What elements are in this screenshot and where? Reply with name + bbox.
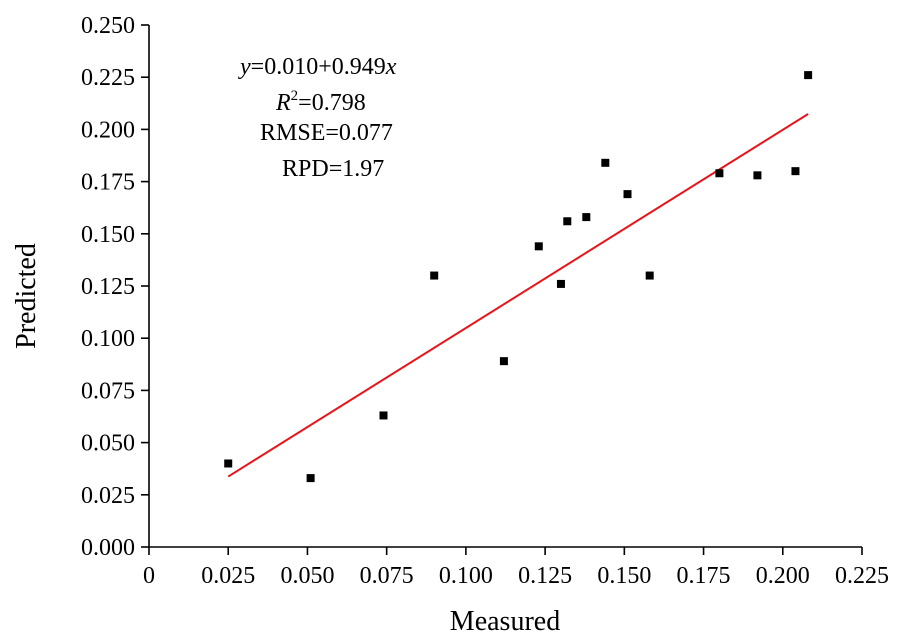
data-point — [582, 213, 591, 222]
y-tick-label: 0.200 — [81, 117, 135, 143]
y-tick-label: 0.225 — [81, 65, 135, 91]
x-tick-label: 0.175 — [677, 563, 731, 589]
data-point — [645, 271, 654, 280]
y-tick-label: 0.000 — [81, 535, 135, 561]
data-point — [499, 357, 508, 366]
r2-annotation: R2=0.798 — [275, 88, 366, 116]
y-tick-label: 0.025 — [81, 483, 135, 509]
y-tick-label: 0.075 — [81, 378, 135, 404]
y-tick-label: 0.250 — [81, 13, 135, 39]
data-point — [534, 242, 543, 251]
y-tick-label: 0.150 — [81, 222, 135, 248]
data-point — [430, 271, 439, 280]
rmse-annotation: RMSE=0.077 — [260, 120, 393, 146]
data-point — [791, 167, 800, 176]
x-tick-label: 0.075 — [360, 563, 414, 589]
data-point — [623, 190, 632, 199]
data-points — [224, 71, 813, 483]
y-tick-label: 0.125 — [81, 274, 135, 300]
x-tick-label: 0.025 — [201, 563, 255, 589]
fit-statistics: y=0.010+0.949x R2=0.798 RMSE=0.077 RPD=1… — [238, 54, 397, 182]
x-axis-ticks: 0 0.025 0.050 0.075 0.100 0.125 0.150 0.175 0.20… — [143, 547, 889, 589]
y-axis-ticks: 0.000 0.025 0.050 0.075 0.100 0.125 0.150 0.175… — [81, 13, 149, 561]
x-tick-label: 0.150 — [597, 563, 651, 589]
x-tick-label: 0.050 — [280, 563, 334, 589]
r2-symbol: R — [275, 90, 291, 116]
x-tick-label: 0.200 — [756, 563, 810, 589]
data-point — [563, 217, 572, 226]
equation-annotation: y=0.010+0.949x — [238, 54, 397, 80]
x-tick-label: 0.125 — [518, 563, 572, 589]
y-tick-label: 0.100 — [81, 326, 135, 352]
data-point — [379, 411, 388, 420]
data-point — [224, 459, 233, 468]
data-point — [715, 169, 724, 178]
x-tick-label: 0.225 — [835, 563, 889, 589]
data-point — [556, 279, 565, 288]
data-point — [804, 71, 813, 80]
x-tick-label: 0.100 — [439, 563, 493, 589]
r2-value: =0.798 — [298, 90, 366, 116]
y-axis-title: Predicted — [11, 243, 42, 349]
equation-y-var: y — [238, 54, 251, 80]
equation-rhs: =0.010+0.949 — [251, 54, 386, 80]
equation-x-var: x — [385, 54, 397, 80]
data-point — [753, 171, 762, 180]
y-tick-label: 0.050 — [81, 431, 135, 457]
regression-line-group — [227, 113, 809, 478]
data-point — [601, 158, 610, 167]
data-point — [306, 474, 315, 483]
rpd-annotation: RPD=1.97 — [282, 156, 384, 182]
r2-exponent: 2 — [291, 88, 299, 104]
x-tick-label: 0 — [143, 563, 155, 589]
regression-line — [227, 113, 809, 478]
x-axis-title: Measured — [450, 606, 560, 637]
y-tick-label: 0.175 — [81, 170, 135, 196]
